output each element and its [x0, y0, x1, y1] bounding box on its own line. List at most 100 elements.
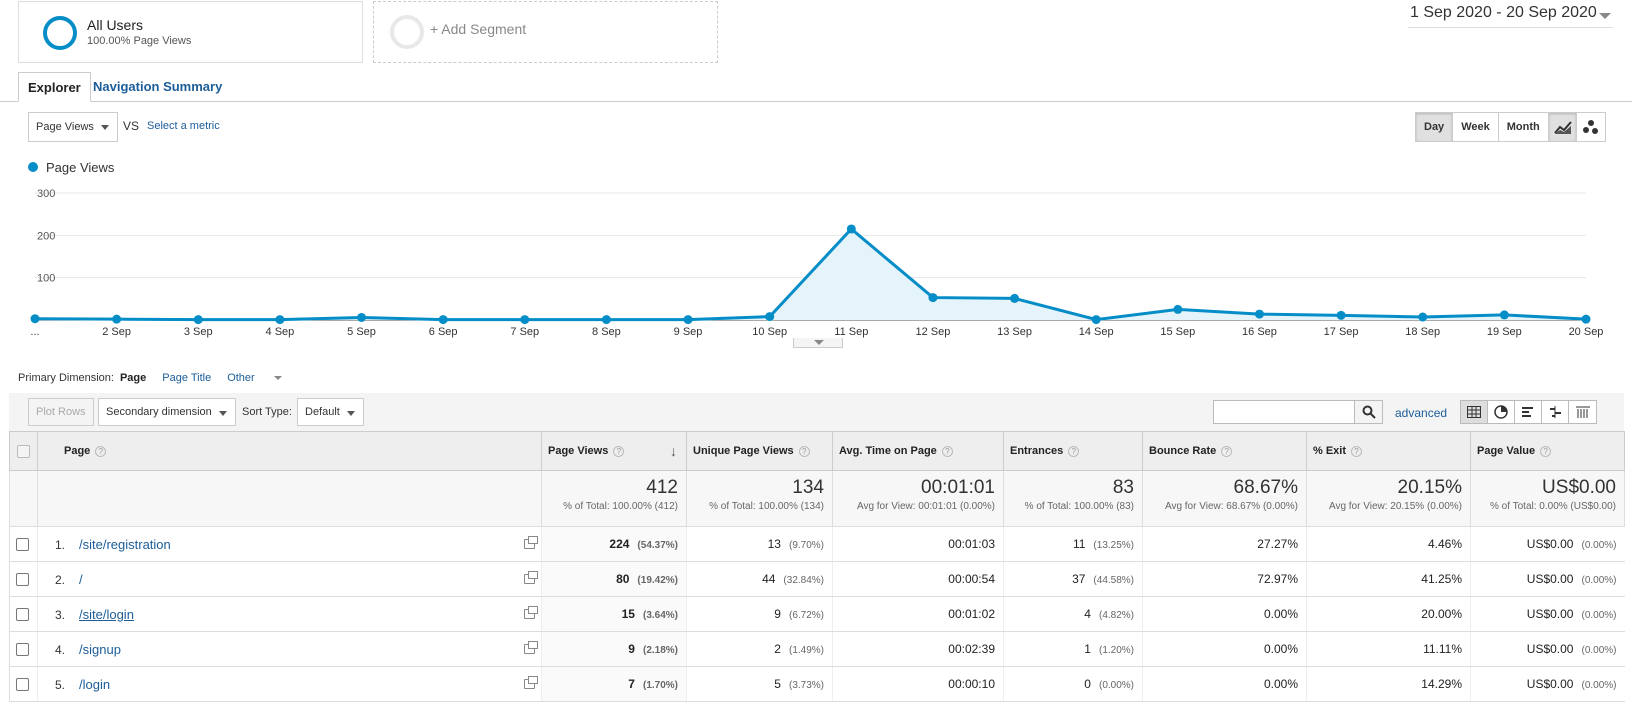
- page-link[interactable]: /signup: [79, 641, 121, 657]
- row-checkbox[interactable]: [16, 573, 29, 587]
- page-views-value: 224: [609, 537, 630, 551]
- performance-view-button[interactable]: [1515, 401, 1542, 423]
- motion-chart-icon: [1583, 120, 1598, 134]
- data-point: [601, 315, 611, 325]
- entrances-value: 0: [1084, 677, 1091, 691]
- select-all-checkbox[interactable]: [17, 444, 30, 458]
- page-value-cell: US$0.00 (0.00%): [1470, 596, 1625, 632]
- bounce-rate-value: 72.97%: [1257, 572, 1298, 586]
- row-checkbox[interactable]: [16, 608, 29, 622]
- entrances-cell: 0 (0.00%): [1003, 666, 1143, 702]
- unique-page-views-value: 2: [774, 642, 781, 656]
- page-cell: 1. /site/registration: [37, 526, 542, 562]
- total-sub: Avg for View: 00:01:01 (0.00%): [856, 501, 995, 512]
- advanced-filter-link[interactable]: advanced: [1395, 406, 1448, 420]
- header-entrances-label: Entrances: [1010, 445, 1064, 457]
- add-segment-button[interactable]: + Add Segment: [373, 1, 718, 63]
- header-page-views[interactable]: Page Views? ↓: [541, 431, 687, 471]
- page-value-pct: (0.00%): [1581, 645, 1617, 656]
- sort-type-dropdown[interactable]: Default: [297, 398, 364, 426]
- line-chart-button[interactable]: [1549, 113, 1577, 141]
- open-external-icon[interactable]: [524, 641, 538, 654]
- bounce-rate-cell: 0.00%: [1142, 666, 1307, 702]
- header-entrances[interactable]: Entrances?: [1003, 431, 1143, 471]
- select-metric-link[interactable]: Select a metric: [147, 120, 220, 132]
- line-chart-icon: [1553, 121, 1572, 134]
- row-checkbox[interactable]: [16, 538, 29, 552]
- row-index: 3.: [55, 607, 66, 622]
- dimension-page[interactable]: Page: [119, 372, 147, 384]
- chart-collapse-handle[interactable]: [793, 338, 843, 348]
- page-link[interactable]: /login: [79, 676, 111, 692]
- series-line: [34, 226, 1587, 322]
- row-checkbox[interactable]: [16, 643, 29, 657]
- page-cell: 4. /signup: [37, 631, 542, 667]
- help-icon[interactable]: ?: [941, 445, 953, 457]
- header-page[interactable]: Page?: [37, 431, 542, 471]
- help-icon[interactable]: ?: [798, 445, 810, 457]
- open-external-icon[interactable]: [524, 676, 538, 689]
- search-button[interactable]: [1354, 400, 1383, 424]
- page-link[interactable]: /: [79, 571, 83, 587]
- help-icon[interactable]: ?: [613, 445, 625, 457]
- pie-view-button[interactable]: [1488, 401, 1515, 423]
- header-page-value[interactable]: Page Value?: [1470, 431, 1625, 471]
- total-value: 20.15%: [1397, 477, 1462, 498]
- exit-value: 11.11%: [1423, 642, 1462, 656]
- page-views-value: 80: [616, 572, 630, 586]
- header-exit[interactable]: % Exit?: [1306, 431, 1471, 471]
- x-tick-label: 11 Sep: [834, 326, 868, 338]
- segment-all-users[interactable]: All Users 100.00% Page Views: [18, 1, 363, 63]
- x-tick-label: 13 Sep: [997, 326, 1032, 338]
- total-value: 412: [646, 477, 678, 498]
- x-tick-label: 20 Sep: [1569, 326, 1604, 338]
- open-external-icon[interactable]: [524, 571, 538, 584]
- comparison-view-button[interactable]: [1542, 401, 1569, 423]
- day-button[interactable]: Day: [1416, 113, 1454, 141]
- page-views-cell: 80 (19.42%): [541, 561, 687, 597]
- header-bounce-rate[interactable]: Bounce Rate?: [1142, 431, 1307, 471]
- data-table-view-button[interactable]: [1461, 401, 1488, 423]
- help-icon[interactable]: ?: [1351, 445, 1363, 457]
- page-views-cell: 15 (3.64%): [541, 596, 687, 632]
- open-external-icon[interactable]: [524, 536, 538, 549]
- month-button[interactable]: Month: [1498, 113, 1548, 141]
- chevron-down-icon: [219, 411, 227, 416]
- secondary-dimension-dropdown[interactable]: Secondary dimension: [98, 398, 236, 426]
- x-tick-label: 4 Sep: [266, 326, 295, 338]
- help-icon[interactable]: ?: [1221, 445, 1233, 457]
- date-range-picker[interactable]: 1 Sep 2020 - 20 Sep 2020: [1408, 4, 1613, 28]
- header-unique-page-views[interactable]: Unique Page Views?: [686, 431, 833, 471]
- unique-page-views-pct: (1.49%): [788, 645, 824, 656]
- help-icon[interactable]: ?: [1540, 445, 1552, 457]
- plot-rows-button[interactable]: Plot Rows: [28, 398, 94, 426]
- motion-chart-button[interactable]: [1577, 113, 1605, 141]
- segment-subtitle: 100.00% Page Views: [87, 35, 192, 47]
- entrances-cell: 4 (4.82%): [1003, 596, 1143, 632]
- row-checkbox[interactable]: [16, 678, 29, 692]
- tab-navigation-summary[interactable]: Navigation Summary: [93, 79, 223, 94]
- week-button[interactable]: Week: [1453, 113, 1499, 141]
- page-views-pct: (3.64%): [642, 610, 678, 621]
- table-toolbar: Plot Rows Secondary dimension Sort Type:…: [9, 393, 1624, 431]
- page-link[interactable]: /site/login: [79, 606, 134, 622]
- help-icon[interactable]: ?: [95, 445, 107, 457]
- table-search-input[interactable]: [1213, 400, 1355, 424]
- pivot-view-button[interactable]: [1569, 401, 1596, 423]
- help-icon[interactable]: ?: [1068, 445, 1080, 457]
- dimension-page-title[interactable]: Page Title: [162, 372, 212, 384]
- page-cell: 3. /site/login: [37, 596, 542, 632]
- open-external-icon[interactable]: [524, 606, 538, 619]
- dimension-other[interactable]: Other: [227, 372, 282, 384]
- metric-dropdown[interactable]: Page Views: [28, 112, 118, 142]
- data-point: [357, 312, 367, 322]
- exit-value: 4.46%: [1427, 537, 1462, 551]
- page-link[interactable]: /site/registration: [79, 536, 171, 552]
- header-avg-time[interactable]: Avg. Time on Page?: [832, 431, 1004, 471]
- row-checkbox-cell: [9, 631, 38, 667]
- total-sub: % of Total: 0.00% (US$0.00): [1490, 501, 1616, 512]
- sort-descending-icon: ↓: [670, 443, 677, 459]
- segment-placeholder-icon: [390, 15, 424, 49]
- page-value-pct: (0.00%): [1581, 540, 1617, 551]
- tab-explorer[interactable]: Explorer: [18, 72, 91, 102]
